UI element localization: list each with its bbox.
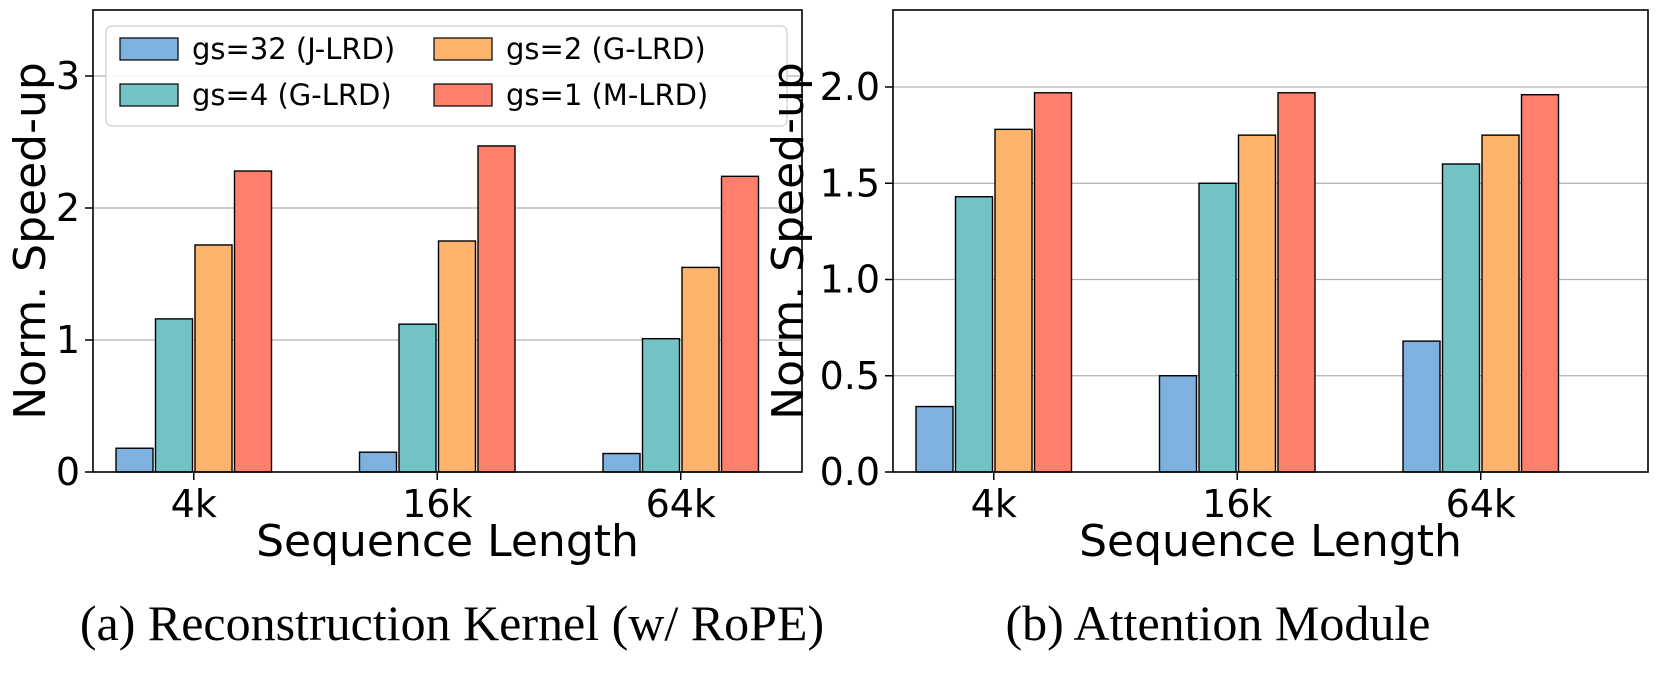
bar	[641, 337, 681, 473]
bar	[681, 266, 720, 473]
legend-label: gs=2 (G-LRD)	[506, 32, 706, 66]
bar	[398, 323, 437, 473]
bar	[194, 244, 233, 473]
legend-box	[105, 25, 788, 127]
legend-label: gs=4 (G-LRD)	[192, 78, 392, 112]
bar	[1481, 134, 1520, 473]
y-tick-label: 1.0	[820, 258, 880, 302]
bar	[1441, 163, 1481, 473]
bar	[1402, 340, 1441, 473]
bar	[1158, 375, 1198, 473]
bar	[994, 128, 1033, 473]
legend-swatch	[433, 83, 493, 107]
legend-swatch	[119, 83, 179, 107]
bar	[1237, 134, 1277, 473]
bar	[115, 447, 154, 473]
bar	[477, 145, 516, 473]
bar	[1520, 93, 1560, 473]
x-tick-label: 16k	[402, 482, 472, 526]
x-tick-label: 16k	[1202, 482, 1272, 526]
x-axis-title: Sequence Length	[1079, 516, 1462, 567]
bar	[437, 240, 477, 473]
y-axis-title: Norm. Speed-up	[763, 62, 814, 420]
bar	[602, 452, 641, 473]
bar	[1033, 92, 1073, 473]
x-tick-label: 64k	[646, 482, 716, 526]
legend: gs=32 (J-LRD) gs=4 (G-LRD) gs=2 (G-LRD) gs=…	[105, 25, 788, 127]
legend-label: gs=1 (M-LRD)	[506, 78, 708, 112]
y-tick-label: 2	[56, 186, 80, 230]
bar	[154, 318, 194, 473]
plot-frame	[892, 9, 1649, 473]
x-tick-label: 4k	[171, 482, 217, 526]
bar	[915, 405, 954, 473]
panel-caption: (a) Reconstruction Kernel (w/ RoPE)	[80, 595, 824, 651]
panel-caption: (b) Attention Module	[1006, 595, 1431, 651]
x-axis-title: Sequence Length	[256, 516, 639, 567]
legend-label: gs=32 (J-LRD)	[192, 32, 395, 66]
bar	[233, 170, 273, 473]
x-tick-label: 64k	[1446, 482, 1516, 526]
bar	[1277, 92, 1316, 473]
y-tick-label: 1	[56, 318, 80, 362]
legend-swatch	[433, 37, 493, 61]
plot-frame	[92, 9, 803, 473]
y-tick-label: 2.0	[820, 65, 880, 109]
y-tick-label: 0	[56, 450, 80, 494]
y-tick-label: 0.0	[820, 450, 880, 494]
legend-swatch	[119, 37, 179, 61]
bar	[1198, 182, 1237, 473]
x-tick-label: 4k	[971, 482, 1017, 526]
bar	[358, 451, 398, 473]
y-tick-label: 3	[56, 54, 80, 98]
bar	[720, 175, 760, 473]
bar	[954, 196, 994, 473]
y-tick-label: 0.5	[820, 354, 880, 398]
y-tick-label: 1.5	[820, 161, 880, 205]
y-axis-title: Norm. Speed-up	[5, 62, 56, 420]
